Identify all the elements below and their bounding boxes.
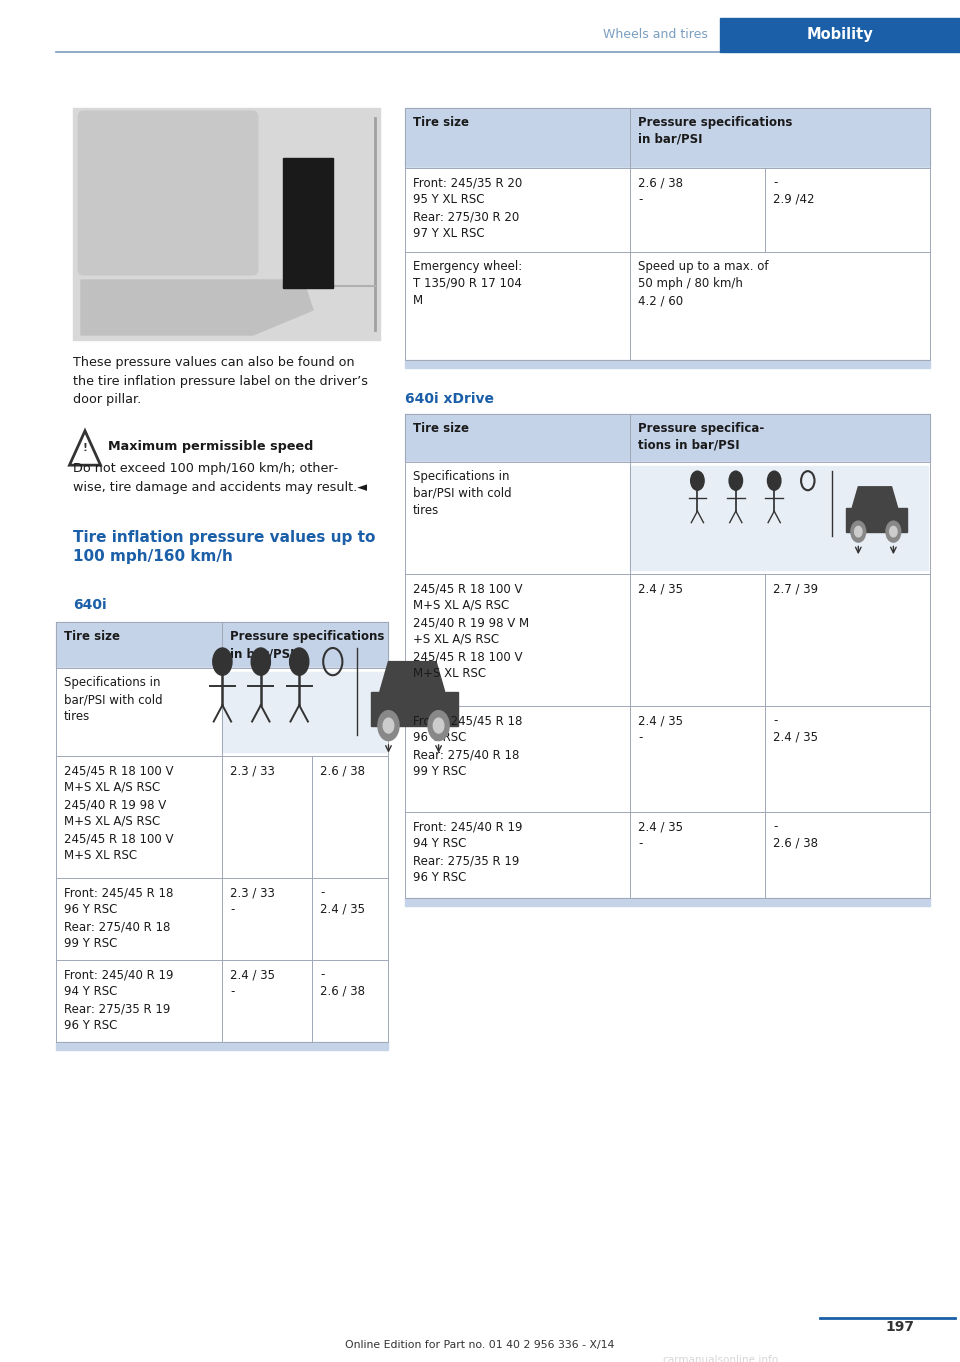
Text: 640i xDrive: 640i xDrive: [405, 392, 494, 406]
Text: Online Edition for Part no. 01 40 2 956 336 - X/14: Online Edition for Part no. 01 40 2 956 …: [346, 1340, 614, 1350]
Text: Front: 245/40 R 19
94 Y RSC
Rear: 275/35 R 19
96 Y RSC: Front: 245/40 R 19 94 Y RSC Rear: 275/35…: [64, 968, 174, 1032]
Polygon shape: [81, 281, 313, 335]
Bar: [720, 18, 960, 52]
Text: Mobility: Mobility: [806, 27, 874, 42]
Text: Front: 245/45 R 18
96 Y RSC
Rear: 275/40 R 18
99 Y RSC: Front: 245/45 R 18 96 Y RSC Rear: 275/40…: [413, 714, 522, 778]
Text: Front: 245/45 R 18
96 Y RSC
Rear: 275/40 R 18
99 Y RSC: Front: 245/45 R 18 96 Y RSC Rear: 275/40…: [64, 887, 174, 951]
Text: 2.3 / 33: 2.3 / 33: [230, 764, 275, 776]
Bar: [56, 878, 388, 960]
Circle shape: [729, 471, 742, 490]
Bar: [405, 898, 930, 906]
Bar: [405, 812, 930, 898]
Bar: [405, 360, 930, 368]
Bar: [56, 1042, 388, 1050]
Text: Do not exceed 100 mph/160 km/h; other‑
wise, tire damage and accidents may resul: Do not exceed 100 mph/160 km/h; other‑ w…: [73, 462, 367, 493]
Bar: [222, 671, 386, 752]
Circle shape: [886, 522, 900, 542]
Circle shape: [252, 648, 271, 676]
Polygon shape: [380, 662, 444, 692]
Circle shape: [690, 471, 704, 490]
Polygon shape: [372, 692, 458, 726]
Bar: [56, 667, 388, 756]
Circle shape: [378, 711, 399, 741]
Circle shape: [428, 711, 449, 741]
Text: 2.4 / 35
-: 2.4 / 35 -: [638, 820, 683, 850]
Text: 2.4 / 35
-: 2.4 / 35 -: [230, 968, 275, 998]
Text: carmanualsonline.info: carmanualsonline.info: [662, 1355, 778, 1362]
Text: Front: 245/35 R 20
95 Y XL RSC
Rear: 275/30 R 20
97 Y XL RSC: Front: 245/35 R 20 95 Y XL RSC Rear: 275…: [413, 176, 522, 240]
Text: 2.4 / 35: 2.4 / 35: [638, 582, 683, 595]
Bar: [283, 158, 333, 287]
FancyBboxPatch shape: [78, 112, 258, 275]
Text: -
2.4 / 35: - 2.4 / 35: [773, 714, 818, 744]
Text: 2.7 / 39: 2.7 / 39: [773, 582, 818, 595]
Text: 2.4 / 35
-: 2.4 / 35 -: [638, 714, 683, 744]
Bar: [405, 108, 930, 168]
Text: Pressure specifications
in bar/PSI: Pressure specifications in bar/PSI: [638, 116, 792, 146]
Text: Pressure specifications
in bar/PSI: Pressure specifications in bar/PSI: [230, 631, 384, 661]
Bar: [56, 756, 388, 878]
Text: Wheels and tires: Wheels and tires: [603, 29, 708, 41]
Text: Tire size: Tire size: [64, 631, 120, 643]
Polygon shape: [846, 508, 906, 531]
Text: Pressure specifica-
tions in bar/PSI: Pressure specifica- tions in bar/PSI: [638, 422, 764, 452]
Text: !: !: [83, 443, 87, 454]
Bar: [405, 573, 930, 706]
Text: -
2.6 / 38: - 2.6 / 38: [320, 968, 365, 998]
Polygon shape: [852, 486, 898, 508]
Circle shape: [890, 526, 897, 537]
Bar: [73, 108, 380, 340]
Bar: [405, 706, 930, 812]
Text: Specifications in
bar/PSI with cold
tires: Specifications in bar/PSI with cold tire…: [64, 676, 162, 723]
Text: -
2.6 / 38: - 2.6 / 38: [773, 820, 818, 850]
Text: Tire inflation pressure values up to
100 mph/160 km/h: Tire inflation pressure values up to 100…: [73, 530, 375, 564]
Text: 640i: 640i: [73, 598, 107, 612]
Circle shape: [433, 718, 444, 733]
Bar: [405, 168, 930, 252]
Bar: [56, 622, 388, 667]
Text: 2.6 / 38
-: 2.6 / 38 -: [638, 176, 683, 206]
Bar: [405, 252, 930, 360]
Text: 245/45 R 18 100 V
M+S XL A/S RSC
245/40 R 19 98 V M
+S XL A/S RSC
245/45 R 18 10: 245/45 R 18 100 V M+S XL A/S RSC 245/40 …: [413, 582, 529, 680]
Text: -
2.4 / 35: - 2.4 / 35: [320, 887, 365, 917]
Text: 2.6 / 38: 2.6 / 38: [320, 764, 365, 776]
Text: These pressure values can also be found on
the tire inflation pressure label on : These pressure values can also be found …: [73, 355, 368, 406]
Circle shape: [854, 526, 862, 537]
Circle shape: [290, 648, 309, 676]
Text: Emergency wheel:
T 135/90 R 17 104
M: Emergency wheel: T 135/90 R 17 104 M: [413, 260, 522, 306]
Bar: [630, 466, 928, 571]
Text: Maximum permissible speed: Maximum permissible speed: [108, 440, 313, 454]
Circle shape: [767, 471, 780, 490]
Text: 2.3 / 33
-: 2.3 / 33 -: [230, 887, 275, 917]
Bar: [405, 414, 930, 462]
Text: Speed up to a max. of
50 mph / 80 km/h
4.2 / 60: Speed up to a max. of 50 mph / 80 km/h 4…: [638, 260, 769, 306]
Bar: [405, 462, 930, 573]
Text: Specifications in
bar/PSI with cold
tires: Specifications in bar/PSI with cold tire…: [413, 470, 512, 518]
Text: Front: 245/40 R 19
94 Y RSC
Rear: 275/35 R 19
96 Y RSC: Front: 245/40 R 19 94 Y RSC Rear: 275/35…: [413, 820, 522, 884]
Text: 245/45 R 18 100 V
M+S XL A/S RSC
245/40 R 19 98 V
M+S XL A/S RSC
245/45 R 18 100: 245/45 R 18 100 V M+S XL A/S RSC 245/40 …: [64, 764, 174, 862]
Circle shape: [383, 718, 394, 733]
Text: Tire size: Tire size: [413, 116, 469, 129]
Bar: [56, 960, 388, 1042]
Circle shape: [851, 522, 866, 542]
Text: -
2.9 /42: - 2.9 /42: [773, 176, 814, 206]
Circle shape: [213, 648, 232, 676]
Text: 197: 197: [885, 1320, 915, 1333]
Text: Tire size: Tire size: [413, 422, 469, 434]
